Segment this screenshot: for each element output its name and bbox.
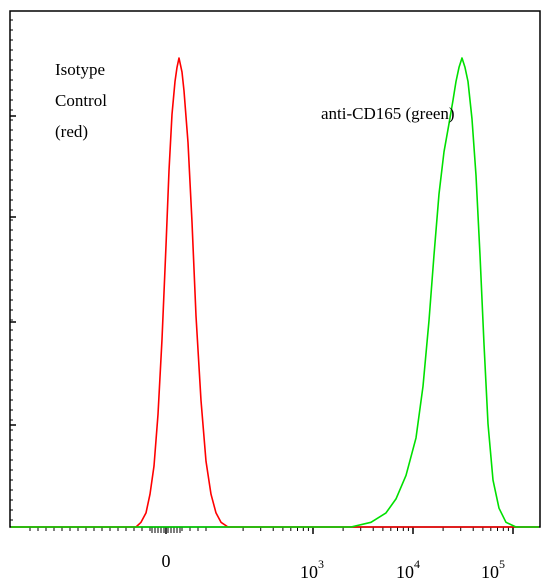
- series-line-anti-cd165: [11, 57, 539, 528]
- isotype-label-line1: Isotype: [55, 60, 105, 79]
- series-layer: [11, 57, 539, 528]
- x-tick-label-0: 0: [162, 551, 171, 571]
- isotype-annotation: Isotype Control (red): [55, 60, 107, 141]
- isotype-label-line2: Control: [55, 91, 107, 110]
- y-axis-ticks: [10, 19, 16, 521]
- isotype-label-line3: (red): [55, 122, 88, 141]
- x-tick-label-10e4: 104: [396, 557, 420, 582]
- anti-cd165-label: anti-CD165 (green): [321, 104, 455, 123]
- x-tick-label-10e5: 105: [481, 557, 505, 582]
- series-line-isotype-control: [11, 57, 539, 528]
- x-axis-ticks: [29, 527, 514, 534]
- plot-frame: [9, 10, 541, 528]
- x-tick-label-10e3: 103: [300, 557, 324, 582]
